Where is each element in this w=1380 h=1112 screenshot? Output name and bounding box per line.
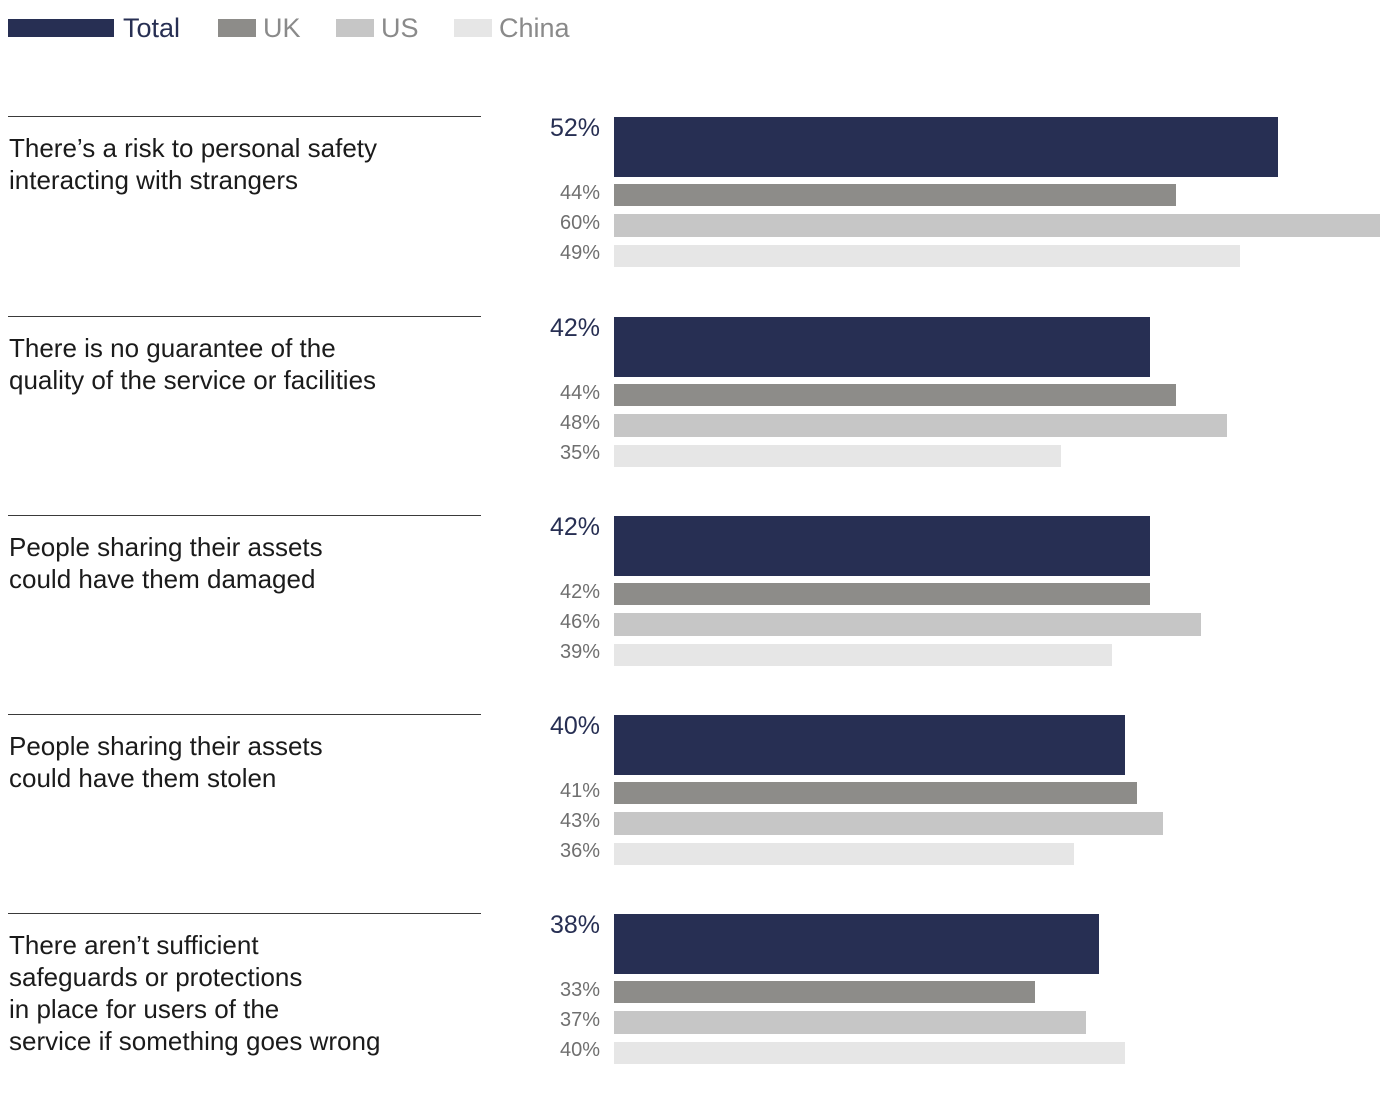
- bar-china: [614, 245, 1240, 267]
- value-label-uk: 44%: [559, 382, 600, 404]
- value-label-us: 48%: [559, 412, 600, 434]
- category-label: People sharing their assets could have t…: [9, 731, 323, 793]
- bar-us: [614, 613, 1201, 636]
- value-label-china: 49%: [559, 242, 600, 264]
- bar-us: [614, 414, 1227, 437]
- legend-swatch-total: [8, 19, 114, 37]
- bar-total: [614, 117, 1278, 177]
- bar-uk: [614, 583, 1150, 605]
- bar-total: [614, 516, 1150, 576]
- category-label: There aren’t sufficient safeguards or pr…: [9, 930, 381, 1056]
- value-label-china: 35%: [559, 442, 600, 464]
- bar-us: [614, 1011, 1086, 1034]
- legend-label-uk: UK: [263, 13, 301, 43]
- value-label-total: 38%: [549, 911, 600, 939]
- value-label-uk: 44%: [559, 182, 600, 204]
- category-divider: [8, 913, 481, 914]
- bar-uk: [614, 384, 1176, 406]
- value-label-china: 40%: [559, 1039, 600, 1061]
- legend-label-china: China: [499, 13, 570, 43]
- bar-total: [614, 715, 1125, 775]
- category-group: People sharing their assets could have t…: [0, 712, 1380, 913]
- value-label-total: 40%: [549, 712, 600, 740]
- bar-us: [614, 214, 1380, 237]
- legend-label-us: US: [381, 13, 419, 43]
- bar-uk: [614, 782, 1137, 804]
- legend-label-total: Total: [123, 13, 181, 43]
- category-divider: [8, 116, 481, 117]
- value-label-us: 43%: [559, 810, 600, 832]
- category-label: There’s a risk to personal safety intera…: [9, 133, 378, 195]
- bar-uk: [614, 981, 1035, 1003]
- value-label-total: 42%: [549, 513, 600, 541]
- category-group: There aren’t sufficient safeguards or pr…: [0, 911, 1380, 1112]
- category-divider: [8, 316, 481, 317]
- category-label: People sharing their assets could have t…: [9, 532, 323, 594]
- category-divider: [8, 714, 481, 715]
- bar-china: [614, 644, 1112, 666]
- bar-china: [614, 843, 1074, 865]
- value-label-total: 52%: [549, 114, 600, 142]
- bar-total: [614, 317, 1150, 377]
- value-label-china: 36%: [559, 840, 600, 862]
- value-label-china: 39%: [559, 641, 600, 663]
- value-label-us: 60%: [559, 212, 600, 234]
- bar-china: [614, 1042, 1125, 1064]
- value-label-us: 37%: [559, 1009, 600, 1031]
- value-label-uk: 33%: [559, 979, 600, 1001]
- category-group: There’s a risk to personal safety intera…: [0, 114, 1380, 315]
- value-label-total: 42%: [549, 314, 600, 342]
- category-group: People sharing their assets could have t…: [0, 513, 1380, 714]
- bar-total: [614, 914, 1099, 974]
- bar-uk: [614, 184, 1176, 206]
- value-label-uk: 41%: [559, 780, 600, 802]
- value-label-us: 46%: [559, 611, 600, 633]
- bar-china: [614, 445, 1061, 467]
- legend-swatch-uk: [218, 19, 256, 37]
- category-divider: [8, 515, 481, 516]
- bar-us: [614, 812, 1163, 835]
- legend-swatch-us: [336, 19, 374, 37]
- category-group: There is no guarantee of the quality of …: [0, 314, 1380, 515]
- category-label: There is no guarantee of the quality of …: [9, 333, 377, 395]
- legend-swatch-china: [454, 19, 492, 37]
- value-label-uk: 42%: [559, 581, 600, 603]
